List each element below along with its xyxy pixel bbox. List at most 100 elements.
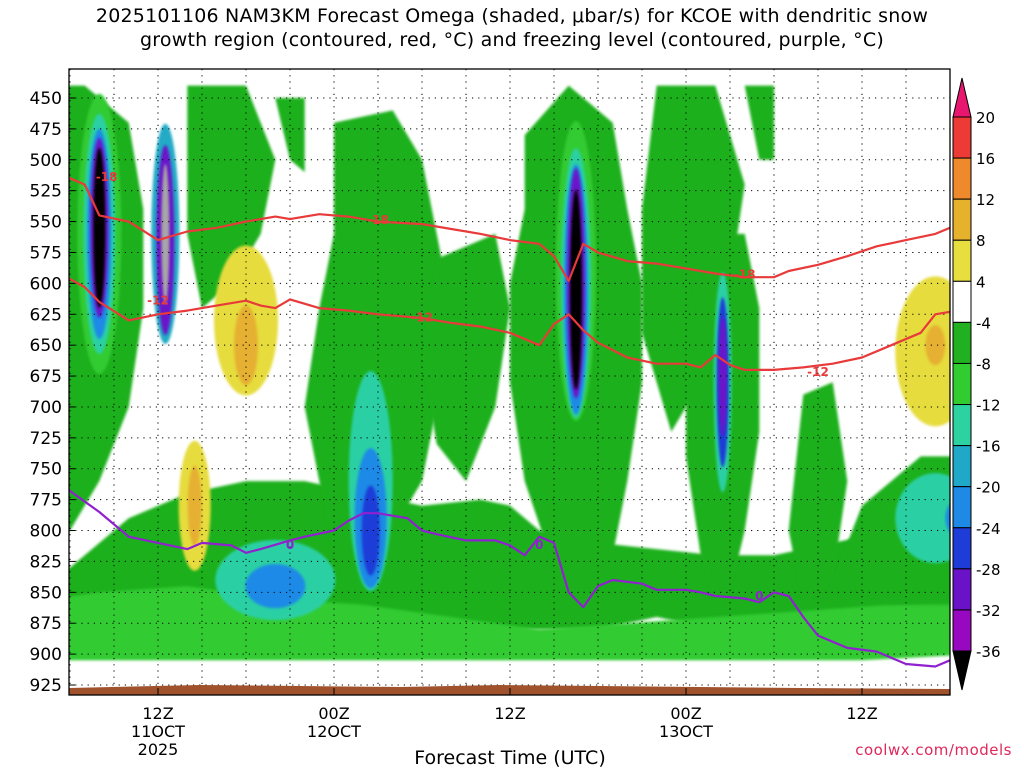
y-tick-label-775: 775: [30, 491, 62, 511]
shade-left-edge: [0, 86, 11, 407]
shade-center-col-core: [361, 485, 380, 576]
colorbar-label-6: -8: [976, 355, 991, 373]
colorbar-label-0: 20: [976, 109, 995, 127]
shade-left-col-outer: [69, 85, 144, 532]
x-tick-label-60: 12Z: [846, 704, 877, 723]
omega-shading: [0, 85, 950, 661]
colorbar-segment-3: [952, 239, 972, 282]
shade-left-col-core: [93, 147, 106, 308]
contour-label-dendritic_minus18-1: -18: [367, 213, 389, 227]
y-tick-label-875: 875: [30, 614, 62, 634]
contour-lines: -18 -18 -18 -12 -12 -12 0 0 0: [69, 170, 950, 668]
shade-center-low-blue: [245, 564, 306, 609]
colorbar-segment-1: [952, 157, 972, 200]
shade-right-col-core: [570, 189, 582, 390]
y-tick-label-500: 500: [30, 151, 62, 171]
shade-yellow-3-core: [925, 325, 946, 366]
colorbar-label-9: -20: [976, 479, 1001, 497]
colorbar-top-arrow: [952, 77, 972, 118]
shade-yellow-1-core: [234, 305, 258, 386]
shade-right-lower-blue: [945, 503, 950, 533]
colorbar-segment-7: [952, 404, 972, 447]
colorbar-segment-4: [952, 280, 972, 323]
x-tick-date-48: 13OCT: [659, 722, 713, 741]
contour-freezing_level_0: [69, 487, 950, 668]
colorbar-label-13: -36: [976, 643, 1001, 661]
shade-col3-core: [718, 316, 727, 437]
colorbar-segment-8: [952, 445, 972, 488]
chart-title: 2025101106 NAM3KM Forecast Omega (shaded…: [0, 4, 1024, 52]
contour-label-dendritic_minus12-5: -12: [807, 365, 829, 379]
colorbar-segment-10: [952, 527, 972, 570]
y-tick-label-750: 750: [30, 460, 62, 480]
contour-label-freezing_level_0-8: 0: [755, 589, 763, 603]
colorbar-label-1: 16: [976, 150, 995, 168]
y-tick-label-700: 700: [30, 398, 62, 418]
x-tick-year-12: 2025: [138, 740, 179, 759]
colorbar: 20 16 12 8 4 -4 -8 -12 -16 -20 -24 -28 -32 -36: [952, 77, 1001, 691]
y-tick-label-825: 825: [30, 552, 62, 572]
shade-upper-green-1: [187, 85, 276, 309]
colorbar-label-4: 4: [976, 273, 986, 291]
colorbar-segment-9: [952, 486, 972, 529]
chart-title-line1: 2025101106 NAM3KM Forecast Omega (shaded…: [95, 5, 929, 27]
x-tick-date-12: 11OCT: [131, 722, 185, 741]
y-tick-label-800: 800: [30, 522, 62, 542]
colorbar-label-8: -16: [976, 438, 1001, 456]
y-tick-label-925: 925: [30, 676, 62, 696]
colorbar-segment-0: [952, 116, 972, 159]
colorbar-label-10: -24: [976, 520, 1001, 538]
contour-label-dendritic_minus12-3: -12: [147, 293, 169, 307]
colorbar-bottom-arrow: [952, 650, 972, 691]
x-tick-label-48: 00Z: [670, 704, 701, 723]
y-tick-label-675: 675: [30, 367, 62, 387]
y-axis: 450 475 500 525 550 575 600 625 650 675 700 725 750 7…: [30, 89, 75, 696]
y-tick-label-475: 475: [30, 120, 62, 140]
colorbar-segment-2: [952, 198, 972, 241]
x-tick-label-36: 12Z: [494, 704, 525, 723]
contour-label-dendritic_minus18-0: -18: [96, 170, 118, 184]
shade-right-green-top: [744, 85, 774, 160]
contour-label-dendritic_minus12-4: -12: [411, 311, 433, 325]
colorbar-label-12: -32: [976, 602, 1001, 620]
y-tick-label-575: 575: [30, 243, 62, 263]
y-tick-label-900: 900: [30, 645, 62, 665]
shade-upper-green-2: [275, 98, 305, 173]
grid-lines: [69, 69, 950, 695]
x-tick-label-24: 00Z: [318, 704, 349, 723]
colorbar-label-11: -28: [976, 561, 1001, 579]
x-tick-label-12: 12Z: [142, 704, 173, 723]
shade-yellow-2-core: [187, 465, 202, 546]
credit-text: coolwx.com/models: [855, 741, 1012, 759]
shade-right-green-upper: [642, 85, 745, 432]
y-tick-label-625: 625: [30, 305, 62, 325]
contour-label-dendritic_minus18-2: -18: [734, 267, 756, 281]
colorbar-segment-5: [952, 321, 972, 364]
contour-label-freezing_level_0-7: 0: [535, 538, 543, 552]
y-tick-label-725: 725: [30, 429, 62, 449]
y-tick-label-450: 450: [30, 89, 62, 109]
shade-left-col2-core: [161, 163, 170, 304]
contour-label-freezing_level_0-6: 0: [286, 538, 294, 552]
x-axis-label: Forecast Time (UTC): [414, 747, 605, 768]
x-tick-date-24: 12OCT: [307, 722, 361, 741]
colorbar-label-2: 12: [976, 191, 995, 209]
colorbar-segment-12: [952, 609, 972, 652]
y-tick-label-850: 850: [30, 583, 62, 603]
colorbar-label-5: -4: [976, 314, 991, 332]
shade-right-lower-teal: [895, 473, 950, 564]
contour-dendritic_minus12: [69, 277, 950, 371]
colorbar-label-7: -12: [976, 397, 1001, 415]
colorbar-segment-11: [952, 568, 972, 611]
colorbar-segment-6: [952, 362, 972, 406]
y-tick-label-525: 525: [30, 182, 62, 202]
y-tick-label-650: 650: [30, 336, 62, 356]
contour-dendritic_minus18: [69, 177, 950, 282]
shade-mid-green-streak: [422, 233, 510, 482]
colorbar-label-3: 8: [976, 232, 986, 250]
y-tick-label-550: 550: [30, 213, 62, 233]
y-tick-label-600: 600: [30, 274, 62, 294]
chart-title-line2: growth region (contoured, red, °C) and f…: [140, 29, 884, 51]
